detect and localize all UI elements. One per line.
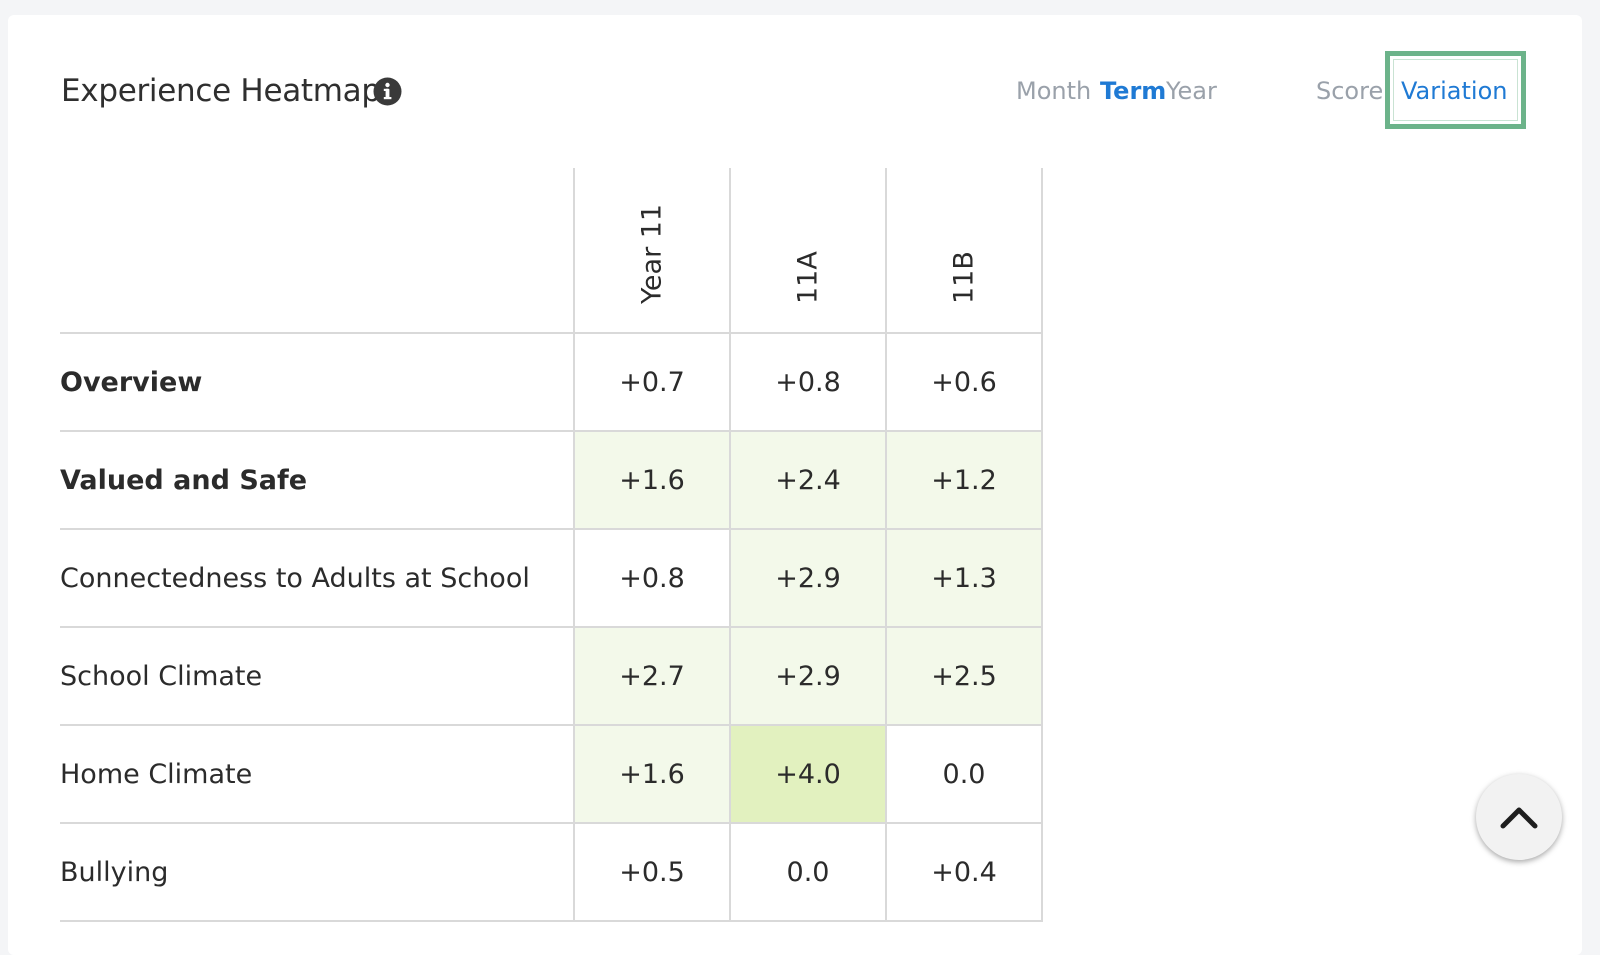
heatmap-cell[interactable]: +0.4 [885, 823, 1043, 922]
variation-highlight-frame [1385, 51, 1526, 129]
chevron-up-icon [1500, 807, 1538, 829]
row-label: Overview [60, 333, 574, 432]
heatmap-cell[interactable]: +4.0 [729, 725, 886, 824]
column-header-11b: 11B [885, 168, 1043, 334]
heatmap-title: Experience Heatmap [61, 73, 381, 109]
table-row: School Climate +2.7 +2.9 +2.5 [60, 627, 1043, 726]
row-label: School Climate [60, 627, 574, 726]
period-term-tab[interactable]: Term [1100, 77, 1167, 105]
row-label: Home Climate [60, 725, 574, 824]
heatmap-cell[interactable]: +0.7 [573, 333, 730, 432]
heatmap-cell[interactable]: +2.5 [885, 627, 1043, 726]
period-year-tab[interactable]: Year [1166, 77, 1217, 105]
table-row: Overview +0.7 +0.8 +0.6 [60, 333, 1043, 432]
column-header-year-11: Year 11 [573, 168, 730, 334]
heatmap-cell[interactable]: 0.0 [729, 823, 886, 922]
row-label: Valued and Safe [60, 431, 574, 530]
heatmap-cell[interactable]: 0.0 [885, 725, 1043, 824]
experience-heatmap-card: Experience Heatmap Month Term Year Score… [8, 15, 1582, 955]
table-row: Connectedness to Adults at School +0.8 +… [60, 529, 1043, 628]
heatmap-cell[interactable]: +0.6 [885, 333, 1043, 432]
scroll-to-top-button[interactable] [1476, 774, 1562, 860]
metric-score-tab[interactable]: Score [1316, 77, 1384, 105]
column-label: 11B [948, 251, 980, 304]
heatmap-cell[interactable]: +2.9 [729, 529, 886, 628]
heatmap-cell[interactable]: +1.6 [573, 431, 730, 530]
heatmap-cell[interactable]: +0.5 [573, 823, 730, 922]
row-label: Bullying [60, 823, 574, 922]
column-label: 11A [792, 251, 824, 304]
heatmap-cell[interactable]: +0.8 [573, 529, 730, 628]
heatmap-cell[interactable]: +1.3 [885, 529, 1043, 628]
heatmap-table: Year 11 11A 11B Overview +0.7 +0.8 +0.6 … [60, 168, 1043, 922]
table-row: Home Climate +1.6 +4.0 0.0 [60, 725, 1043, 824]
row-label: Connectedness to Adults at School [60, 529, 574, 628]
column-header-11a: 11A [729, 168, 886, 334]
heatmap-cell[interactable]: +1.6 [573, 725, 730, 824]
table-row: Valued and Safe +1.6 +2.4 +1.2 [60, 431, 1043, 530]
column-label: Year 11 [636, 203, 668, 304]
heatmap-cell[interactable]: +2.4 [729, 431, 886, 530]
heatmap-cell[interactable]: +1.2 [885, 431, 1043, 530]
metric-variation-tab[interactable]: Variation [1401, 77, 1508, 105]
info-circle-icon[interactable] [373, 77, 402, 106]
period-month-tab[interactable]: Month [1016, 77, 1092, 105]
heatmap-corner [60, 168, 574, 334]
heatmap-cell[interactable]: +2.9 [729, 627, 886, 726]
heatmap-cell[interactable]: +2.7 [573, 627, 730, 726]
heatmap-header-row: Year 11 11A 11B [60, 168, 1043, 334]
heatmap-cell[interactable]: +0.8 [729, 333, 886, 432]
table-row: Bullying +0.5 0.0 +0.4 [60, 823, 1043, 922]
